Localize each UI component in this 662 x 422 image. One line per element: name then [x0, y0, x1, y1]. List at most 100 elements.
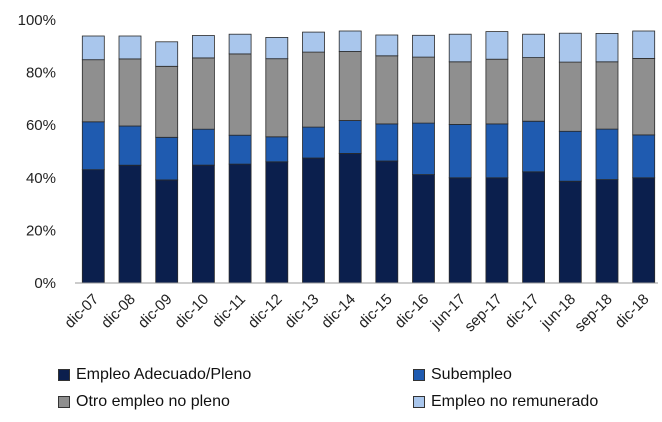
legend-item-empleo-adecuado-pleno: Empleo Adecuado/Pleno: [58, 366, 251, 384]
x-tick-label: dic-14: [318, 291, 359, 332]
bar-segment: [81, 59, 105, 123]
bar-segment: [485, 123, 509, 179]
bar-segment: [558, 130, 582, 182]
legend-label: Empleo Adecuado/Pleno: [76, 366, 252, 383]
bar-segment: [302, 126, 325, 159]
x-tick-label: dic-15: [355, 291, 396, 332]
legend-swatch: [413, 369, 425, 381]
bar-segment: [632, 134, 656, 179]
y-tick-label: 20%: [26, 222, 56, 239]
bar-segment: [155, 65, 179, 138]
legend-item-otro-empleo-no-pleno: Otro empleo no pleno: [58, 393, 230, 411]
bar-segment: [338, 120, 362, 154]
bar-segment: [265, 58, 289, 138]
y-tick-label: 100%: [18, 12, 56, 29]
legend-swatch: [413, 396, 425, 408]
bar-segment: [558, 32, 582, 63]
bar-segment: [448, 177, 472, 284]
y-tick-label: 0%: [34, 275, 56, 292]
bar-segment: [558, 180, 582, 284]
bar-segment: [265, 136, 289, 163]
bar-segment: [228, 163, 252, 284]
bar-segment: [522, 120, 545, 173]
y-tick-label: 40%: [26, 170, 56, 187]
bar-segment: [191, 35, 215, 59]
x-tick-label: dic-17: [502, 291, 543, 332]
bar-segment: [412, 56, 435, 124]
bar-segment: [228, 33, 252, 55]
x-tick-label: dic-13: [281, 291, 322, 332]
x-tick-label: sep-17: [461, 291, 505, 335]
x-tick-label: dic-07: [61, 291, 102, 332]
bar-segment: [375, 123, 399, 162]
bar-segment: [522, 33, 545, 59]
legend-swatch: [58, 396, 70, 408]
x-tick-label: dic-16: [391, 291, 432, 332]
bar-segment: [375, 34, 399, 57]
bar-segment: [632, 58, 656, 136]
legend-label: Subempleo: [431, 366, 512, 383]
bar-segment: [522, 57, 545, 122]
x-tick-label: dic-09: [135, 291, 176, 332]
bar-segment: [191, 128, 215, 166]
legend-item-subempleo: Subempleo: [413, 366, 512, 384]
bar-segment: [302, 157, 325, 284]
x-tick-label: dic-18: [612, 291, 653, 332]
y-axis: 0% 20% 40% 60% 80% 100%: [18, 12, 56, 292]
bar-segment: [302, 31, 325, 53]
bar-segment: [155, 179, 179, 284]
bar-segment: [118, 125, 142, 166]
bar-segment: [191, 164, 215, 284]
bar-segment: [412, 174, 435, 284]
bar-segment: [448, 61, 472, 125]
bar-segment: [228, 134, 252, 165]
x-tick-label: dic-12: [245, 291, 286, 332]
bar-segment: [81, 169, 105, 284]
bar-segment: [228, 53, 252, 136]
bar-segment: [118, 164, 142, 284]
bar-segment: [595, 33, 619, 63]
bar-segment: [118, 58, 142, 127]
x-tick-label: dic-10: [171, 291, 212, 332]
y-tick-label: 80%: [26, 65, 56, 82]
bar-segment: [155, 41, 179, 67]
bar-segment: [155, 136, 179, 181]
bar-segment: [338, 30, 362, 52]
bar-segment: [81, 35, 105, 61]
x-axis: dic-07dic-08dic-09dic-10dic-11dic-12dic-…: [61, 291, 652, 335]
bar-segment: [448, 124, 472, 179]
x-tick-label: dic-08: [98, 291, 139, 332]
bar-segment: [632, 177, 656, 284]
bar-segment: [558, 61, 582, 132]
bar-segment: [412, 122, 435, 175]
bar-segment: [485, 177, 509, 284]
bar-segment: [81, 121, 105, 171]
bar-segment: [338, 51, 362, 121]
bar-segment: [595, 128, 619, 181]
bar-segment: [191, 57, 215, 130]
bar-segment: [448, 33, 472, 63]
stacked-bar-chart: 0%20%40%60%80%100% dic-07dic-08dic-09dic…: [18, 12, 658, 335]
bar-segment: [265, 37, 289, 60]
bar-segment: [485, 31, 509, 60]
legend-label: Empleo no remunerado: [431, 393, 599, 410]
bar-segment: [118, 35, 142, 60]
bar-segment: [265, 161, 289, 284]
x-tick-label: dic-11: [209, 291, 249, 331]
bar-segment: [595, 61, 619, 130]
bar-segment: [485, 58, 509, 125]
bar-segment: [375, 55, 399, 125]
x-tick-label: jun-18: [537, 291, 579, 333]
bar-segment: [522, 171, 545, 284]
bar-segment: [412, 34, 435, 58]
y-tick-label: 60%: [26, 117, 56, 134]
legend-item-empleo-no-remunerado: Empleo no remunerado: [413, 393, 598, 411]
bar-segment: [302, 51, 325, 128]
x-tick-label: sep-18: [571, 291, 615, 335]
bar-segment: [632, 30, 656, 59]
bar-segment: [375, 160, 399, 284]
x-tick-label: jun-17: [427, 291, 469, 333]
bar-segment: [338, 152, 362, 284]
bar-segment: [595, 179, 619, 284]
legend-label: Otro empleo no pleno: [76, 393, 230, 410]
